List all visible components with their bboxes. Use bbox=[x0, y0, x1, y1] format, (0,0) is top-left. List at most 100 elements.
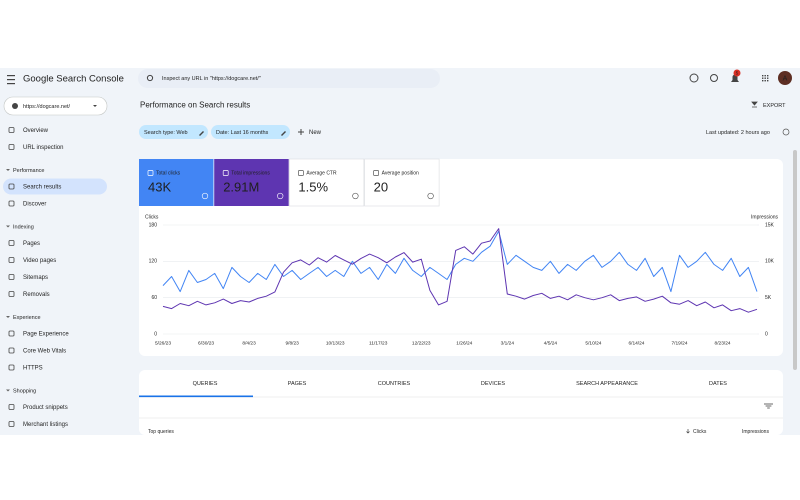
series-line bbox=[162, 228, 758, 313]
metric-value: 1.5% bbox=[298, 179, 328, 194]
metric-card[interactable] bbox=[214, 159, 289, 206]
tab[interactable]: SEARCH APPEARANCE bbox=[576, 381, 638, 387]
x-tick-label: 5/10/24 bbox=[585, 340, 601, 346]
menu-icon[interactable] bbox=[7, 83, 15, 85]
filter-label: Search type: Web bbox=[144, 130, 188, 136]
info-icon bbox=[782, 128, 790, 136]
dropdown-arrow bbox=[93, 105, 97, 107]
avatar-letter: A bbox=[783, 75, 788, 82]
metric-card[interactable] bbox=[289, 158, 365, 207]
x-tick-label: 10/13/23 bbox=[326, 340, 345, 346]
filter-chip[interactable] bbox=[139, 125, 208, 139]
section-arrow[interactable] bbox=[6, 389, 10, 392]
page-title: Performance on Search results bbox=[140, 101, 250, 110]
y-tick-label: 180 bbox=[149, 222, 158, 228]
metric-help bbox=[201, 192, 209, 200]
nav-icon bbox=[8, 347, 15, 354]
tab[interactable]: QUERIES bbox=[193, 381, 218, 387]
apps-icon bbox=[767, 77, 769, 79]
nav-item[interactable]: Search results bbox=[23, 185, 61, 191]
metric-checkbox bbox=[147, 170, 154, 176]
section-arrow[interactable] bbox=[6, 169, 10, 171]
nav-icon bbox=[8, 183, 15, 190]
export-button[interactable]: EXPORT bbox=[763, 103, 786, 109]
x-tick-label: 8/4/23 bbox=[242, 340, 256, 346]
nav-icon bbox=[8, 144, 15, 150]
product-name: Google Search Console bbox=[23, 74, 124, 85]
metric-checkbox bbox=[222, 170, 229, 176]
x-tick-label: 8/23/24 bbox=[715, 340, 731, 346]
nav-icon bbox=[8, 274, 15, 280]
x-tick-label: 12/22/23 bbox=[412, 340, 431, 346]
nav-item[interactable]: HTTPS bbox=[23, 366, 43, 372]
tab[interactable]: COUNTRIES bbox=[378, 381, 411, 387]
nav-icon bbox=[8, 404, 15, 410]
nav-item[interactable]: Overview bbox=[23, 128, 49, 134]
metric-checkbox bbox=[373, 170, 379, 176]
export-icon bbox=[751, 101, 758, 108]
menu-icon[interactable] bbox=[7, 79, 15, 81]
column-header[interactable]: Impressions bbox=[742, 429, 769, 435]
apps-icon bbox=[767, 80, 769, 82]
tab[interactable]: DATES bbox=[709, 381, 727, 387]
nav-icon bbox=[8, 330, 15, 337]
apps-icon bbox=[762, 80, 764, 82]
nav-item[interactable]: Product snippets bbox=[23, 405, 68, 411]
menu-icon[interactable] bbox=[7, 75, 15, 77]
nav-item[interactable]: Removals bbox=[23, 292, 50, 298]
y2-tick-label: 5K bbox=[765, 295, 772, 301]
new-filter[interactable]: New bbox=[309, 130, 322, 136]
metric-card[interactable] bbox=[139, 159, 214, 206]
metric-help bbox=[352, 192, 359, 200]
section-arrow[interactable] bbox=[6, 225, 10, 228]
nav-item[interactable]: Page Experience bbox=[23, 332, 69, 338]
metric-label: Average CTR bbox=[306, 171, 337, 177]
nav-item[interactable]: Pages bbox=[23, 241, 40, 247]
series-line bbox=[162, 230, 758, 293]
metric-value: 20 bbox=[374, 179, 388, 194]
y2-tick-label: 0 bbox=[765, 331, 768, 337]
column-header[interactable]: Clicks bbox=[693, 429, 707, 435]
apps-icon[interactable] bbox=[762, 75, 764, 77]
filter-chip[interactable] bbox=[211, 125, 290, 139]
nav-section: Experience bbox=[13, 315, 41, 321]
property-selector[interactable] bbox=[3, 96, 108, 116]
metric-help bbox=[277, 192, 284, 200]
scrollbar-thumb[interactable] bbox=[793, 150, 797, 370]
nav-selected bbox=[3, 178, 107, 195]
section-arrow[interactable] bbox=[6, 316, 10, 318]
nav-item[interactable]: URL inspection bbox=[23, 145, 63, 151]
metric-value: 2.91M bbox=[223, 179, 259, 194]
nav-item[interactable]: Discover bbox=[23, 202, 46, 208]
apps-icon bbox=[762, 77, 764, 79]
x-tick-label: 6/30/23 bbox=[198, 340, 214, 346]
y-tick-label: 0 bbox=[154, 331, 157, 337]
search-placeholder: Inspect any URL in "https://dogcare.net/… bbox=[162, 76, 261, 82]
nav-item[interactable]: Core Web Vitals bbox=[23, 349, 66, 355]
edit-icon bbox=[199, 131, 204, 136]
metric-checkbox bbox=[298, 170, 304, 176]
nav-icon bbox=[8, 200, 15, 207]
nav-item[interactable]: Sitemaps bbox=[23, 275, 48, 281]
help-icon[interactable] bbox=[689, 73, 699, 83]
metric-label: Average position bbox=[382, 171, 419, 177]
nav-item[interactable]: Video pages bbox=[23, 258, 56, 264]
tabs-panel bbox=[139, 370, 783, 435]
metric-card[interactable] bbox=[364, 158, 440, 207]
sort-arrow[interactable] bbox=[686, 429, 690, 434]
avatar[interactable] bbox=[778, 71, 792, 85]
chart-panel bbox=[139, 159, 783, 356]
users-icon[interactable] bbox=[710, 74, 718, 82]
property-url: https://dogcare.net/ bbox=[23, 104, 71, 110]
tab[interactable]: DEVICES bbox=[481, 381, 505, 387]
search-box[interactable] bbox=[138, 69, 440, 88]
x-tick-label: 3/1/24 bbox=[501, 340, 515, 346]
tab[interactable]: PAGES bbox=[288, 381, 307, 387]
table-title: Top queries bbox=[148, 429, 174, 435]
nav-item[interactable]: Merchant listings bbox=[23, 422, 68, 428]
x-tick-label: 4/5/24 bbox=[544, 340, 558, 346]
notification-badge bbox=[733, 69, 741, 77]
nav-icon bbox=[8, 421, 15, 427]
